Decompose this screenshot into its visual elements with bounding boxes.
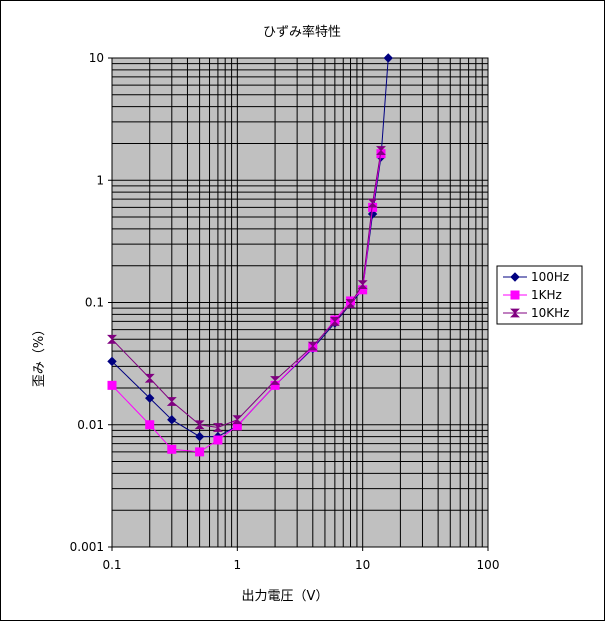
y-tick-label: 1: [96, 173, 104, 187]
y-tick-label: 0.1: [85, 296, 104, 310]
series-10khz-point: [194, 420, 205, 430]
series-100hz-point: [167, 414, 177, 425]
x-tick-label: 1: [234, 558, 242, 572]
chart-title: ひずみ率特性: [263, 24, 341, 40]
series-10khz-point: [307, 341, 318, 351]
series-10khz-point: [357, 280, 368, 290]
series-1khz-point: [213, 435, 223, 445]
legend-label-10khz: 10KHz: [531, 306, 569, 320]
legend-100hz-point: [510, 272, 520, 282]
series-100hz-point: [194, 431, 205, 442]
x-tick-label: 0.1: [102, 558, 121, 572]
legend-label-1khz: 1KHz: [531, 288, 562, 302]
series-10khz-point: [212, 423, 223, 432]
y-axis-ticks: 10 1 0.1 0.01 0.001: [70, 51, 112, 554]
y-tick-label: 0.001: [70, 540, 104, 554]
legend: 100Hz 1KHz 10KHz: [496, 265, 583, 325]
y-tick-label: 0.01: [77, 418, 104, 432]
x-tick-label: 10: [355, 558, 370, 572]
series-10khz-point: [376, 146, 386, 155]
series-1khz-point: [107, 380, 117, 390]
series-100hz-point: [383, 53, 393, 63]
series-10khz-point: [367, 198, 378, 208]
series-1khz-point: [195, 447, 205, 457]
x-axis-ticks: 0.1 1 10 100: [102, 547, 499, 572]
y-axis-label: 歪み（%）: [32, 323, 47, 387]
series-10khz-point: [232, 415, 243, 425]
series-1khz-point: [145, 420, 155, 430]
series-10khz-point: [345, 299, 356, 308]
series-10khz-point: [329, 317, 340, 326]
series-10khz-point: [270, 376, 281, 385]
legend-label-100hz: 100Hz: [531, 270, 569, 284]
y-tick-label: 10: [89, 51, 104, 65]
x-axis-label: 出力電圧（V）: [242, 589, 329, 604]
x-tick-label: 100: [477, 558, 500, 572]
series-1khz-point: [167, 444, 177, 454]
series-100hz-point: [145, 393, 155, 403]
series-10khz-point: [107, 334, 117, 344]
series-10khz-point: [144, 373, 155, 383]
series-100hz-point: [107, 356, 117, 367]
legend-10khz-point: [510, 308, 520, 318]
series-10khz-point: [166, 397, 177, 406]
legend-1khz-point: [510, 290, 520, 300]
series-group: [107, 53, 393, 457]
series-10khz: [107, 146, 386, 432]
